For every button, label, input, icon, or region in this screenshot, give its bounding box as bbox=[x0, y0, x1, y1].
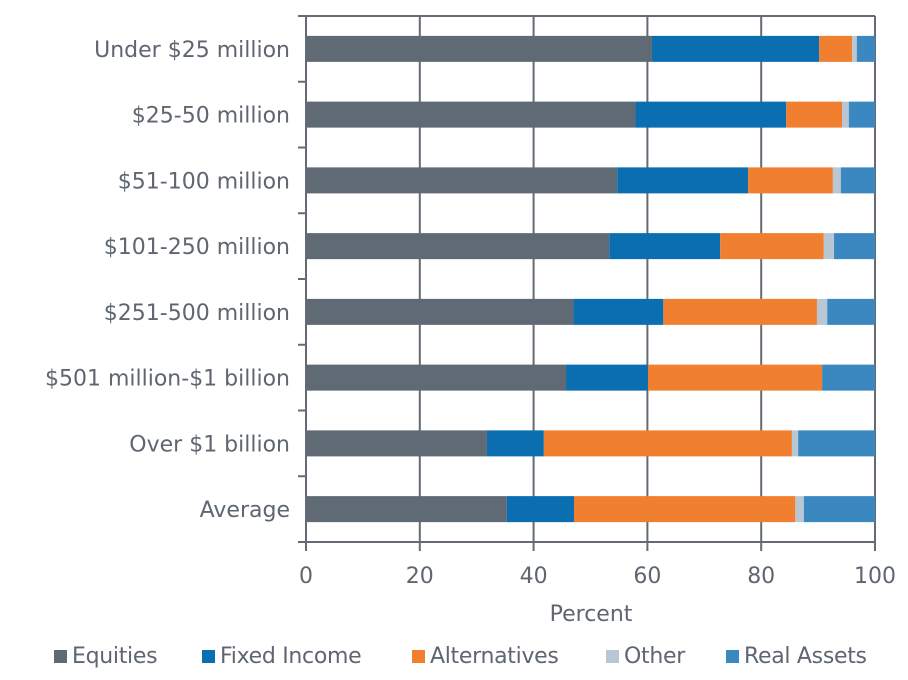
bar-segment-alternatives bbox=[647, 364, 823, 391]
x-tick-label: 40 bbox=[520, 564, 548, 589]
legend-item-fixed-income: Fixed Income bbox=[202, 639, 362, 673]
bar-segment-equities bbox=[306, 364, 567, 391]
bar-segment-fixed-income bbox=[635, 101, 787, 128]
legend-label: Other bbox=[624, 643, 685, 669]
bar-segment-alternatives bbox=[663, 298, 817, 325]
legend-item-other: Other bbox=[606, 639, 685, 673]
bar-segment-real-assets bbox=[798, 430, 875, 457]
bar-segment-fixed-income bbox=[573, 298, 664, 325]
bar-segment-fixed-income bbox=[617, 167, 749, 194]
x-tick-label: 60 bbox=[633, 564, 661, 589]
bar-segment-fixed-income bbox=[566, 364, 648, 391]
legend-label: Real Assets bbox=[744, 643, 867, 669]
bar-segment-other bbox=[816, 298, 828, 325]
x-axis-title: Percent bbox=[550, 602, 633, 627]
legend-label: Fixed Income bbox=[220, 643, 362, 669]
category-label: $501 million-$1 billion bbox=[45, 367, 290, 392]
category-label: $101-250 million bbox=[104, 235, 290, 260]
bar-segment-alternatives bbox=[720, 233, 824, 260]
bar-segment-other bbox=[795, 496, 804, 523]
legend: Equities Fixed Income Alternatives Other… bbox=[0, 639, 908, 673]
bar-segment-real-assets bbox=[834, 233, 875, 260]
x-tick-labels: 0 20 40 60 80 100 bbox=[299, 564, 896, 589]
legend-swatch-alternatives bbox=[412, 649, 425, 663]
bar-segment-other bbox=[823, 233, 835, 260]
bar-segment-equities bbox=[306, 233, 610, 260]
category-label: Over $1 billion bbox=[129, 432, 290, 457]
category-label: Average bbox=[200, 498, 290, 523]
bar-segment-real-assets bbox=[848, 101, 875, 128]
bar-segment-alternatives bbox=[573, 496, 796, 523]
legend-swatch-other bbox=[606, 649, 619, 663]
bar-segment-other bbox=[832, 167, 841, 194]
legend-item-equities: Equities bbox=[54, 639, 158, 673]
bar-segment-fixed-income bbox=[651, 35, 820, 62]
bar-segment-other bbox=[852, 35, 857, 62]
category-label: $251-500 million bbox=[104, 301, 290, 326]
bar-segment-real-assets bbox=[803, 496, 875, 523]
gridlines bbox=[298, 15, 876, 551]
bar-segment-equities bbox=[306, 430, 487, 457]
x-tick-label: 100 bbox=[854, 564, 896, 589]
bar-segment-other bbox=[791, 430, 799, 457]
legend-label: Alternatives bbox=[430, 643, 559, 669]
legend-swatch-equities bbox=[54, 649, 67, 663]
bar-segment-equities bbox=[306, 298, 574, 325]
axes bbox=[298, 15, 876, 551]
legend-item-real-assets: Real Assets bbox=[726, 639, 867, 673]
category-label: $51-100 million bbox=[118, 169, 290, 194]
legend-swatch-fixed-income bbox=[202, 649, 215, 663]
x-tick-label: 20 bbox=[406, 564, 434, 589]
bar-segment-fixed-income bbox=[486, 430, 544, 457]
x-tick-label: 80 bbox=[747, 564, 775, 589]
bar-segment-other bbox=[841, 101, 849, 128]
bar-segment-alternatives bbox=[543, 430, 792, 457]
bar-segment-equities bbox=[306, 35, 652, 62]
bar-segment-real-assets bbox=[856, 35, 875, 62]
bar-segment-real-assets bbox=[827, 298, 875, 325]
x-tick-label: 0 bbox=[299, 564, 313, 589]
bar-segment-equities bbox=[306, 101, 636, 128]
category-label: Under $25 million bbox=[94, 38, 290, 63]
legend-swatch-real-assets bbox=[726, 649, 739, 663]
category-label: $25-50 million bbox=[132, 104, 290, 129]
category-labels: Under $25 million $25-50 million $51-100 m… bbox=[45, 38, 290, 523]
bar-segment-fixed-income bbox=[609, 233, 721, 260]
bar-segment-equities bbox=[306, 496, 507, 523]
bar-segment-real-assets bbox=[822, 364, 875, 391]
stacked-bar-chart: Under $25 million $25-50 million $51-100 m… bbox=[45, 15, 896, 627]
bar-segment-alternatives bbox=[786, 101, 842, 128]
bar-segment-real-assets bbox=[840, 167, 875, 194]
bars bbox=[306, 35, 875, 523]
bar-segment-alternatives bbox=[819, 35, 853, 62]
bar-segment-equities bbox=[306, 167, 618, 194]
bar-segment-fixed-income bbox=[506, 496, 574, 523]
legend-label: Equities bbox=[72, 643, 158, 669]
legend-item-alternatives: Alternatives bbox=[412, 639, 559, 673]
bar-segment-alternatives bbox=[748, 167, 833, 194]
